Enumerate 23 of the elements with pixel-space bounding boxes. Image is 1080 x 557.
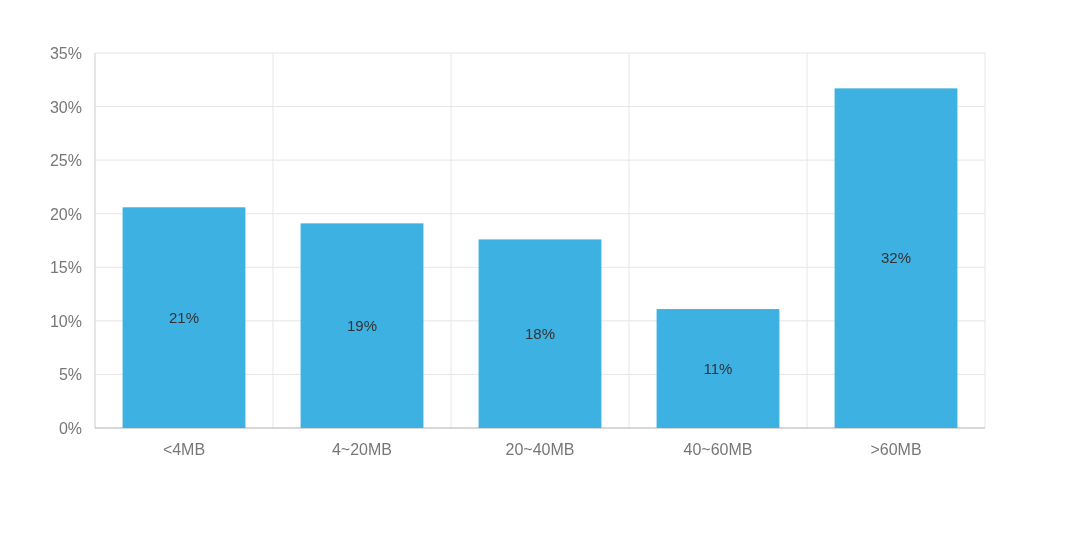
x-tick-label: 20~40MB	[505, 441, 575, 458]
bar	[300, 223, 424, 428]
data-label: 19%	[346, 316, 378, 334]
x-tick-label: <4MB	[162, 441, 206, 458]
y-tick-label: 35%	[49, 45, 82, 62]
y-tick-label: 20%	[49, 205, 82, 223]
bar	[834, 88, 958, 428]
y-tick-label: 30%	[49, 98, 82, 116]
data-label: 21%	[168, 308, 200, 326]
bar	[478, 239, 602, 428]
x-tick-label: >60MB	[870, 441, 922, 458]
y-tick-label: 25%	[49, 152, 82, 170]
y-tick-label: 5%	[58, 366, 82, 384]
bar	[656, 309, 780, 428]
data-label: 11%	[703, 359, 733, 377]
y-tick-label: 15%	[49, 259, 82, 277]
bar	[122, 207, 246, 428]
y-tick-label: 10%	[49, 312, 82, 330]
data-label: 18%	[524, 324, 556, 342]
data-label: 32%	[880, 249, 912, 267]
x-tick-label: 40~60MB	[683, 441, 753, 458]
y-tick-label: 0%	[58, 420, 82, 437]
x-tick-label: 4~20MB	[331, 441, 393, 458]
